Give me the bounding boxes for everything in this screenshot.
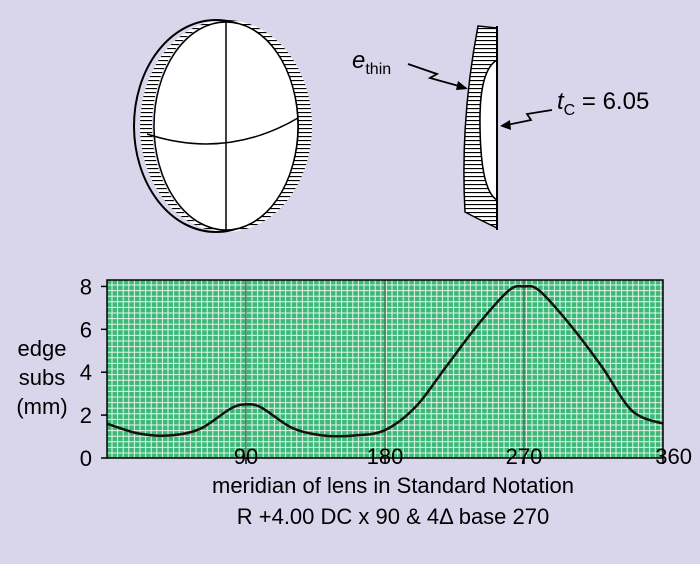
y-tick-label: 4: [80, 360, 92, 385]
ethin-label: ethin: [352, 47, 391, 78]
lens-front-view: [133, 19, 312, 233]
y-tick-label: 2: [80, 403, 92, 428]
y-axis-label-line: (mm): [16, 394, 67, 419]
x-tick-label: 180: [367, 444, 404, 469]
y-tick-label: 6: [80, 317, 92, 342]
x-tick-label: 90: [234, 444, 258, 469]
plot-major-gridlines: [245, 280, 525, 458]
y-axis-label: edge subs (mm): [16, 336, 67, 419]
y-tick-label: 0: [80, 446, 92, 471]
x-tick-label: 360: [655, 444, 692, 469]
lens-cross-section: ethin tC = 6.05: [352, 25, 649, 230]
ethin-arrowhead: [456, 81, 468, 90]
edge-substance-curve: [106, 284, 664, 438]
y-tick-label: 8: [80, 274, 92, 299]
chart-subtitle: R +4.00 DC x 90 & 4Δ base 270: [237, 504, 550, 529]
ethin-pointer: [407, 63, 467, 89]
y-axis-label-line: subs: [19, 365, 65, 390]
edge-substance-chart: 0 2 4 6 8 90 180 270 360 edge subs (mm) meridian …: [16, 274, 692, 529]
y-axis-ticks: 0 2 4 6 8: [80, 274, 107, 471]
tc-label: tC = 6.05: [557, 88, 649, 119]
x-axis-ticks: 90 180 270 360: [234, 444, 692, 469]
horizontal-meridian-line: [146, 117, 299, 145]
cross-section-clear: [479, 58, 498, 202]
x-axis-label: meridian of lens in Standard Notation: [212, 473, 574, 498]
x-tick-label: 270: [506, 444, 543, 469]
y-axis-label-line: edge: [18, 336, 67, 361]
tc-arrowhead: [500, 120, 511, 130]
tc-pointer: [501, 109, 553, 127]
